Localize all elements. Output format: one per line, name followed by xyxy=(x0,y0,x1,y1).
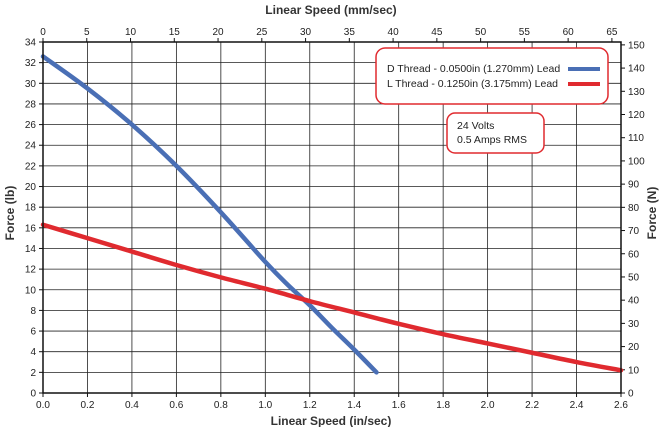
left-tick-label: 14 xyxy=(25,244,37,255)
left-tick-label: 6 xyxy=(30,327,36,338)
left-axis-title: Force (lb) xyxy=(3,186,17,241)
left-tick-label: 32 xyxy=(25,58,37,69)
left-tick-label: 10 xyxy=(25,285,37,296)
right-tick-label: 30 xyxy=(628,319,640,330)
left-tick-label: 22 xyxy=(25,161,37,172)
right-tick-label: 60 xyxy=(628,249,640,260)
top-tick-label: 40 xyxy=(388,27,400,38)
right-tick-label: 110 xyxy=(628,133,644,144)
bottom-tick-label: 0.6 xyxy=(169,400,183,411)
right-tick-label: 150 xyxy=(628,40,645,51)
top-axis-title: Linear Speed (mm/sec) xyxy=(265,3,396,17)
right-tick-label: 80 xyxy=(628,203,640,214)
left-tick-label: 26 xyxy=(25,120,37,131)
top-tick-label: 30 xyxy=(300,27,312,38)
series-layer xyxy=(40,54,624,375)
legend-box xyxy=(375,47,609,105)
legend-label-l-thread: L Thread - 0.1250in (3.175mm) Lead xyxy=(387,78,558,90)
right-tick-label: 10 xyxy=(628,365,640,376)
right-ticks: 0 10 20 30 40 50 60 70 80 90 100 110 120 130 140 150 xyxy=(621,40,645,400)
right-tick-label: 120 xyxy=(628,110,645,121)
top-tick-label: 20 xyxy=(212,27,224,38)
top-tick-label: 50 xyxy=(475,27,487,38)
top-tick-label: 15 xyxy=(169,27,181,38)
left-tick-label: 24 xyxy=(25,141,37,152)
bottom-axis-title: Linear Speed (in/sec) xyxy=(271,414,392,427)
top-tick-label: 5 xyxy=(84,27,90,38)
top-tick-label: 10 xyxy=(125,27,137,38)
right-tick-label: 0 xyxy=(628,389,634,400)
legend: D Thread - 0.0500in (1.270mm) Lead L Thr… xyxy=(375,47,609,105)
left-tick-label: 12 xyxy=(25,265,37,276)
legend-label-d-thread: D Thread - 0.0500in (1.270mm) Lead xyxy=(387,63,560,75)
top-tick-label: 35 xyxy=(344,27,356,38)
bottom-tick-label: 2.2 xyxy=(525,400,539,411)
bottom-ticks: 0.0 0.2 0.4 0.6 0.8 1.0 1.2 1.4 1.6 1.8 2.0 2.2 2.4 2… xyxy=(36,393,628,411)
bottom-tick-label: 1.2 xyxy=(303,400,317,411)
top-tick-label: 45 xyxy=(431,27,443,38)
left-tick-label: 18 xyxy=(25,203,37,214)
series-line-d-thread xyxy=(40,54,379,375)
left-tick-label: 34 xyxy=(25,38,37,49)
series-line-l-thread xyxy=(40,222,624,373)
bottom-tick-label: 0.8 xyxy=(214,400,228,411)
right-tick-label: 90 xyxy=(628,180,640,191)
bottom-tick-label: 2.0 xyxy=(481,400,495,411)
bottom-tick-label: 1.6 xyxy=(392,400,406,411)
annotation-voltage: 24 Volts xyxy=(457,120,494,132)
plot-border xyxy=(42,41,622,394)
right-tick-label: 130 xyxy=(628,87,645,98)
left-tick-label: 2 xyxy=(30,368,36,379)
top-tick-label: 0 xyxy=(40,27,46,38)
bottom-tick-label: 2.4 xyxy=(570,400,584,411)
bottom-tick-label: 1.4 xyxy=(347,400,361,411)
top-tick-label: 55 xyxy=(519,27,531,38)
right-tick-label: 100 xyxy=(628,156,645,167)
annotation-current: 0.5 Amps RMS xyxy=(457,134,527,146)
left-tick-label: 16 xyxy=(25,223,37,234)
top-tick-label: 65 xyxy=(606,27,618,38)
bottom-tick-label: 1.0 xyxy=(258,400,272,411)
top-ticks: 0 5 10 15 20 25 30 35 40 45 50 55 60 65 xyxy=(40,27,618,42)
right-tick-label: 70 xyxy=(628,226,640,237)
left-tick-label: 20 xyxy=(25,182,37,193)
right-tick-label: 140 xyxy=(628,64,645,75)
bottom-tick-label: 0.2 xyxy=(81,400,95,411)
top-tick-label: 25 xyxy=(256,27,268,38)
right-axis-title: Force (N) xyxy=(645,187,659,240)
right-tick-label: 40 xyxy=(628,296,640,307)
bottom-tick-label: 0.4 xyxy=(125,400,139,411)
annotation: 24 Volts 0.5 Amps RMS xyxy=(446,112,545,154)
left-tick-label: 8 xyxy=(30,306,36,317)
right-tick-label: 20 xyxy=(628,342,640,353)
left-tick-label: 4 xyxy=(30,347,36,358)
bottom-tick-label: 0.0 xyxy=(36,400,50,411)
right-tick-label: 50 xyxy=(628,272,640,283)
left-tick-label: 0 xyxy=(30,389,36,400)
top-tick-label: 60 xyxy=(563,27,575,38)
bottom-tick-label: 1.8 xyxy=(436,400,450,411)
left-tick-label: 28 xyxy=(25,99,37,110)
annotation-box xyxy=(446,112,545,154)
left-tick-label: 30 xyxy=(25,79,37,90)
bottom-tick-label: 2.6 xyxy=(614,400,628,411)
